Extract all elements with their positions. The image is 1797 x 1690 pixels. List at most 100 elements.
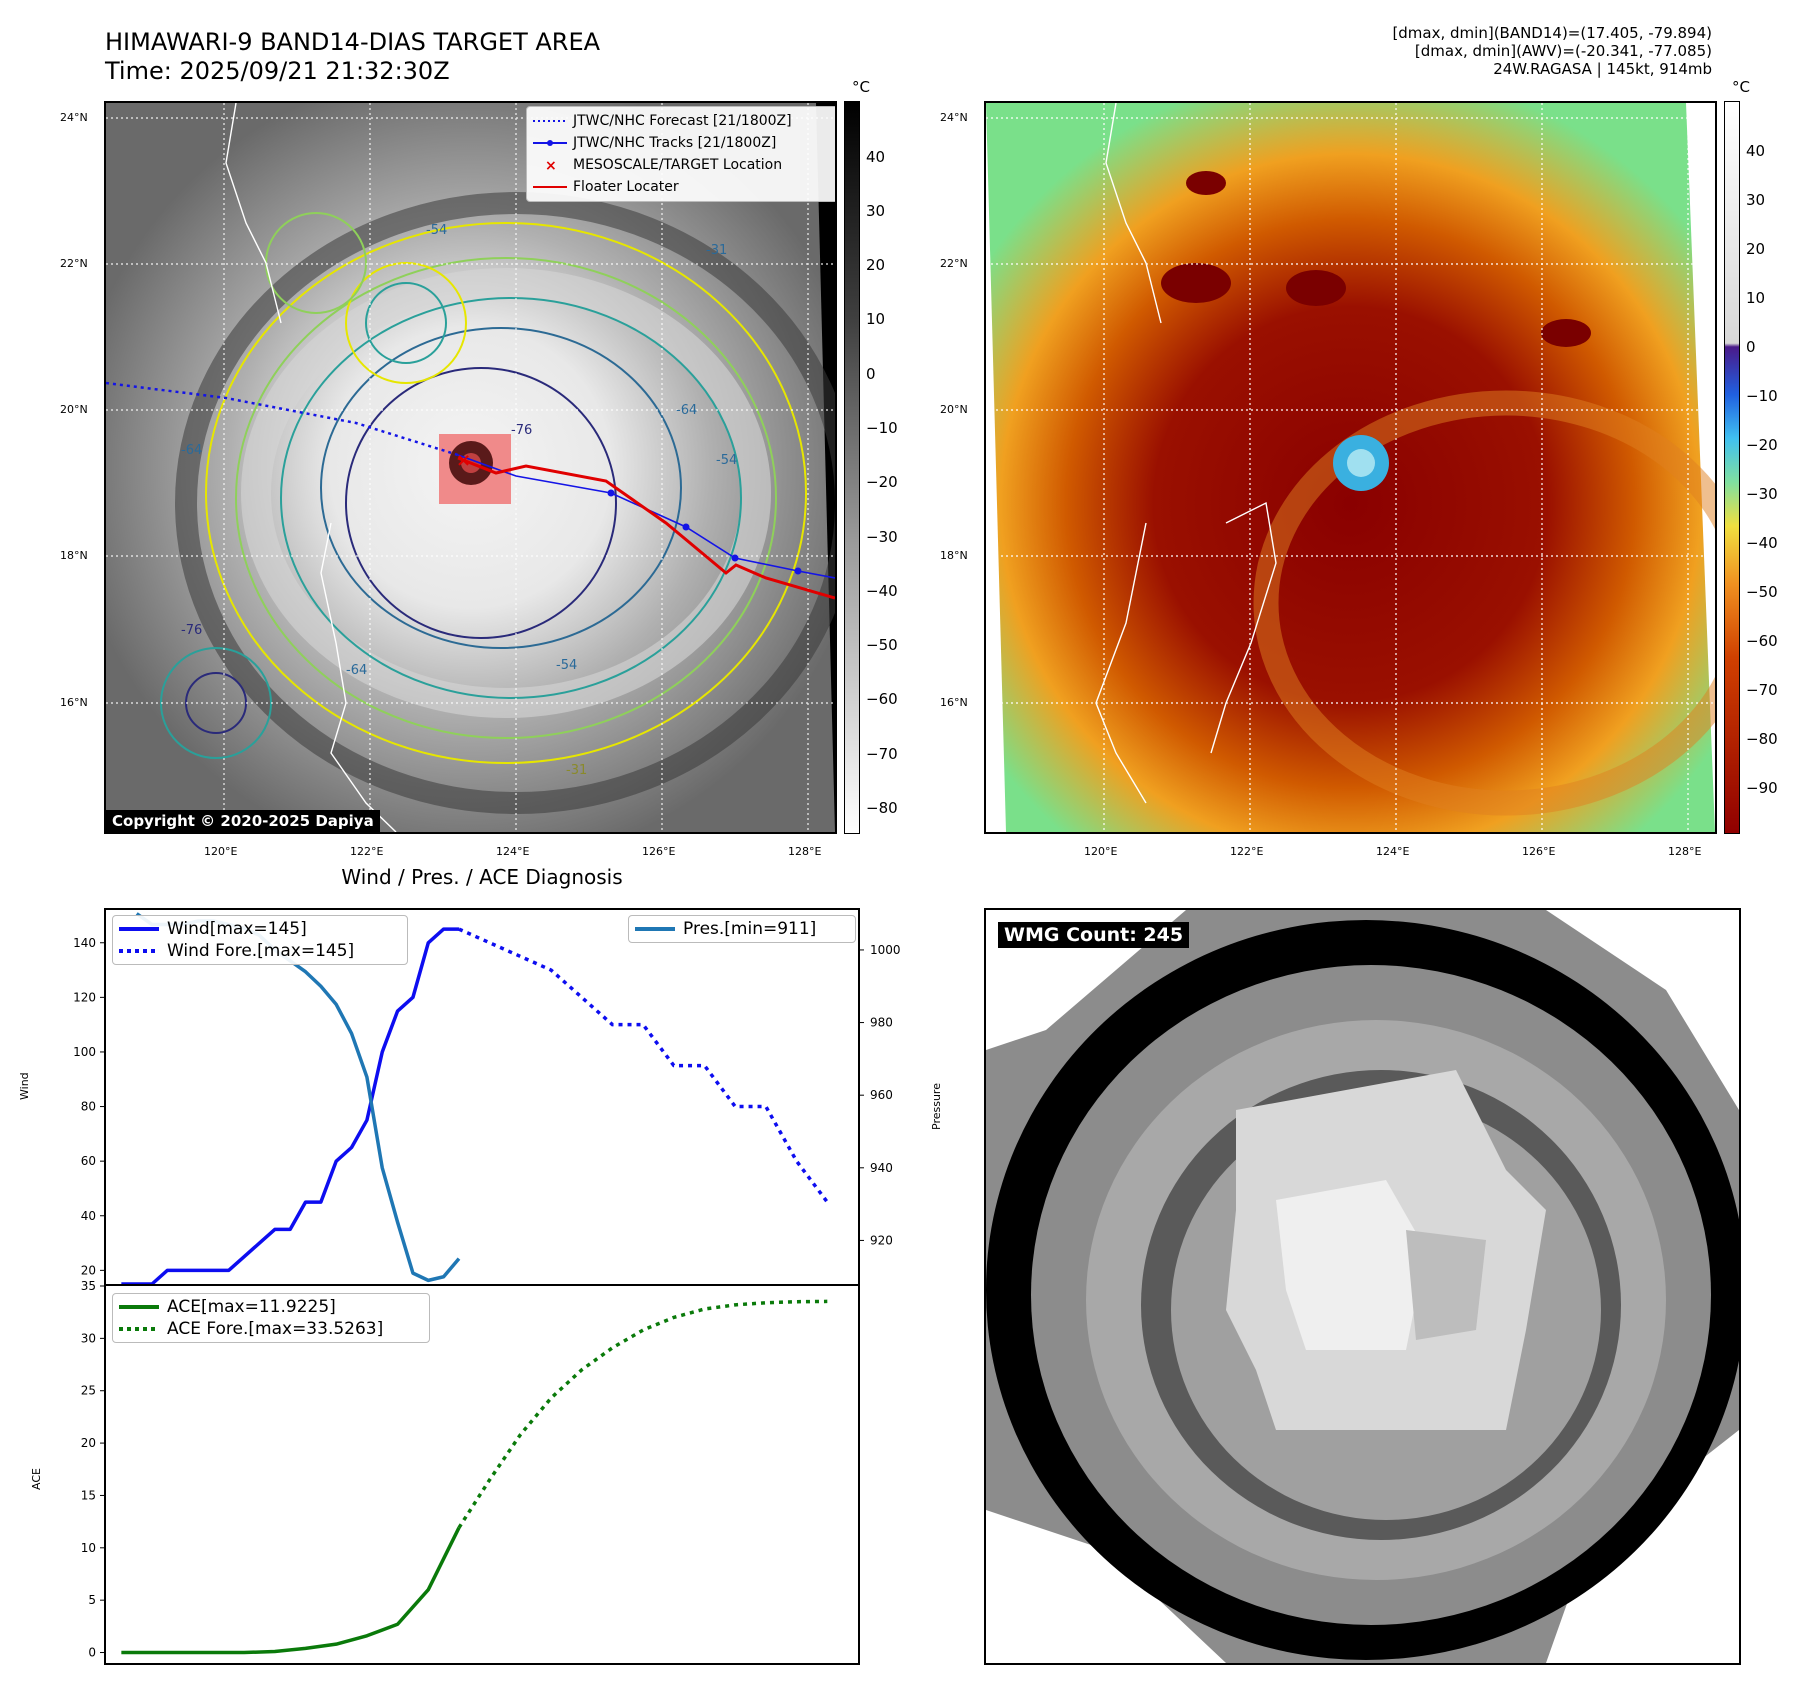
series-line-2 (457, 1299, 828, 1529)
series-line-2 (458, 927, 829, 1204)
svg-text:×: × (545, 159, 557, 171)
title-line-2: Time: 2025/09/21 21:32:30Z (105, 57, 450, 85)
colorbar-tick: −10 (1746, 387, 1778, 405)
series-line-3 (135, 912, 461, 1283)
legend-pressure: Pres.[min=911] (635, 918, 849, 940)
lon-tick: 128°E (788, 845, 822, 858)
lon-tick: 120°E (1084, 845, 1118, 858)
contour-label: -76 (511, 423, 533, 438)
legend-ace-forecast-swatch (119, 1327, 159, 1331)
legend-pressure-label: Pres.[min=911] (683, 919, 817, 939)
lat-tick: 18°N (940, 549, 968, 562)
colorbar-tick: −60 (866, 690, 898, 708)
lon-tick: 122°E (350, 845, 384, 858)
y-tick-label: 0 (88, 1646, 96, 1660)
y-right-tick-label: 1000 (870, 943, 901, 957)
contour-label: -64 (346, 663, 368, 678)
colorbar-tick: 10 (1746, 289, 1766, 307)
colorbar-tick: −80 (1746, 730, 1778, 748)
legend-wind-label: Wind[max=145] (167, 919, 307, 939)
lon-tick: 126°E (1522, 845, 1556, 858)
lat-tick: 20°N (940, 403, 968, 416)
colorbar-tick: −50 (1746, 583, 1778, 601)
colorbar-tick: −30 (866, 528, 898, 546)
contour-label: -64 (676, 403, 698, 418)
colorbar-tick: 30 (1746, 191, 1766, 209)
colorbar-tick: −10 (866, 419, 898, 437)
colorbar-tick: 20 (866, 256, 886, 274)
colorbar-unit: °C (1732, 78, 1750, 96)
legend-ace-label: ACE[max=11.9225] (167, 1297, 336, 1317)
wind-axis-label: Wind (18, 1072, 31, 1100)
y-tick-label: 20 (81, 1263, 96, 1277)
contour-label: -76 (181, 623, 203, 638)
lat-tick: 16°N (60, 696, 88, 709)
colorbar-tick: −30 (1746, 485, 1778, 503)
contour-label: -64 (181, 443, 203, 458)
y-tick-label: 15 (81, 1488, 96, 1502)
lat-tick: 20°N (60, 403, 88, 416)
colorbar-tick: −40 (1746, 534, 1778, 552)
y-tick-label: 60 (81, 1154, 96, 1168)
legend-target-swatch: × (545, 159, 557, 171)
legend-forecast-swatch (533, 120, 567, 122)
colorbar-tick: 10 (866, 310, 886, 328)
legend-tracks-label: JTWC/NHC Tracks [21/1800Z] (573, 135, 777, 151)
legend-pressure-swatch (635, 927, 675, 931)
legend-tracks-swatch (533, 140, 567, 146)
y-right-tick-label: 940 (870, 1161, 893, 1175)
y-right-tick-label: 920 (870, 1233, 893, 1247)
legend-floater-label: Floater Locater (573, 179, 679, 195)
awv-colorbar (1724, 101, 1740, 834)
lon-tick: 124°E (496, 845, 530, 858)
ace-plot: 35 30 25 20 15 10 5 0 (81, 1279, 828, 1660)
lon-tick: 126°E (642, 845, 676, 858)
lon-tick: 120°E (204, 845, 238, 858)
legend-ace-forecast: ACE Fore.[max=33.5263] (119, 1318, 423, 1340)
wind-legend: Wind[max=145] Wind Fore.[max=145] (112, 915, 408, 965)
legend-ace-forecast-label: ACE Fore.[max=33.5263] (167, 1319, 384, 1339)
colorbar-tick: −90 (1746, 779, 1778, 797)
y-tick-label: 20 (81, 1436, 96, 1450)
y-tick-label: 80 (81, 1100, 96, 1114)
lat-tick: 24°N (940, 111, 968, 124)
legend-wind-swatch (119, 927, 159, 931)
legend-wind-forecast: Wind Fore.[max=145] (119, 940, 401, 962)
lon-tick: 122°E (1230, 845, 1264, 858)
diagnosis-title: Wind / Pres. / ACE Diagnosis (341, 865, 623, 889)
y-right-tick-label: 980 (870, 1016, 893, 1030)
info-line-1: [dmax, dmin](BAND14)=(17.405, -79.894) (1392, 24, 1712, 42)
copyright-badge: Copyright © 2020-2025 Dapiya (106, 810, 380, 832)
ace-axis-label: ACE (30, 1468, 43, 1490)
contour-label: -31 (566, 763, 588, 778)
awv-map-panel (984, 101, 1717, 834)
y-tick-label: 100 (73, 1045, 96, 1059)
subplot-divider (104, 1284, 860, 1286)
lat-tick: 22°N (940, 257, 968, 270)
title-line-1: HIMAWARI-9 BAND14-DIAS TARGET AREA (105, 28, 601, 56)
y-right-tick-label: 960 (870, 1088, 893, 1102)
legend-target-label: MESOSCALE/TARGET Location (573, 157, 783, 173)
wmg-count-badge: WMG Count: 245 (998, 922, 1190, 948)
colorbar-tick: −70 (1746, 681, 1778, 699)
colorbar-tick: 0 (1746, 338, 1756, 356)
colorbar-tick: −50 (866, 636, 898, 654)
contour-label: -54 (716, 453, 738, 468)
ir-map-image: × (106, 103, 835, 832)
map-legend: JTWC/NHC Forecast [21/1800Z] JTWC/NHC Tr… (526, 106, 835, 202)
colorbar-unit: °C (852, 78, 870, 96)
pressure-axis-label: Pressure (930, 1083, 943, 1130)
legend-target: × MESOSCALE/TARGET Location (533, 154, 833, 176)
wmg-panel: WMG Count: 245 (984, 908, 1741, 1665)
ir-colorbar (844, 101, 860, 834)
colorbar-tick: −20 (866, 473, 898, 491)
colorbar-tick: 0 (866, 365, 876, 383)
wmg-image (986, 910, 1739, 1663)
pressure-legend: Pres.[min=911] (628, 915, 856, 943)
lon-tick: 128°E (1668, 845, 1702, 858)
lat-tick: 16°N (940, 696, 968, 709)
y-tick-label: 5 (88, 1593, 96, 1607)
contour-label: -31 (706, 243, 728, 258)
legend-wind-forecast-label: Wind Fore.[max=145] (167, 941, 355, 961)
lat-tick: 18°N (60, 549, 88, 562)
